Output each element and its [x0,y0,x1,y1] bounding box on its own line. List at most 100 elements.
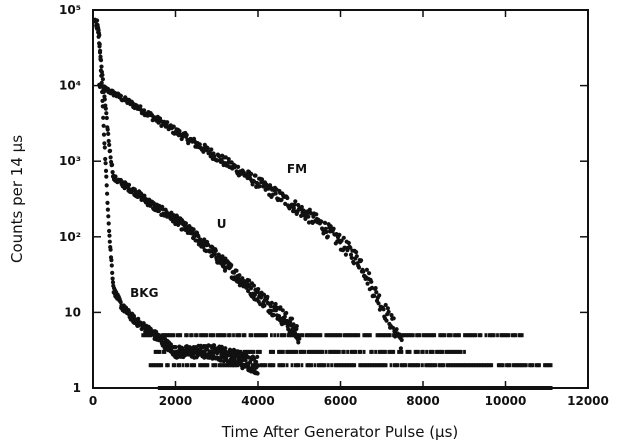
floor-point [247,349,251,354]
floor-point [406,386,410,390]
floor-point [249,349,252,354]
floor-point [475,363,479,368]
floor-point [270,333,273,338]
floor-point [184,349,188,354]
floor-point [404,386,408,390]
floor-point [327,386,331,390]
data-point [201,244,206,250]
floor-point [247,363,251,368]
floor-point [165,363,168,368]
floor-point [455,363,459,368]
floor-point [299,333,303,338]
floor-point [291,349,295,354]
floor-point [297,363,300,368]
floor-point [219,349,223,354]
data-point [348,252,354,257]
floor-point [348,363,352,368]
floor-point [402,363,406,368]
floor-point [446,333,450,338]
floor-point [146,333,150,338]
data-point [273,191,278,196]
series-u [95,18,302,345]
floor-point [482,363,485,368]
data-point [105,127,110,132]
floor-point [423,333,427,338]
floor-point [233,386,237,390]
floor-point [255,333,258,338]
floor-point [507,333,511,338]
floor-point [403,333,407,338]
floor-point [456,333,460,338]
data-point [236,164,241,169]
floor-point [237,333,240,338]
floor-point [436,386,439,390]
floor-point [513,363,517,368]
floor-point [230,386,233,390]
data-point [109,263,114,268]
floor-point [287,349,290,354]
y-tick-label: 1 [73,381,81,395]
floor-point [322,386,326,390]
floor-point [334,333,338,338]
floor-point [408,386,411,390]
data-point [369,279,374,284]
data-point [328,224,333,229]
floor-point [464,333,468,338]
floor-point [473,386,477,390]
floor-point [194,333,197,338]
floor-point [220,333,224,338]
data-point [105,200,110,205]
floor-point [166,363,170,368]
floor-point [479,333,483,338]
floor-point [272,349,275,354]
floor-point [513,386,517,390]
data-point [209,147,214,152]
floor-point [159,386,163,390]
floor-point [314,386,317,390]
data-point [289,316,295,321]
data-point [273,301,278,307]
floor-point [338,363,342,368]
floor-point [339,333,343,338]
data-point [213,248,218,253]
x-tick-label: 8000 [406,394,439,408]
data-point [97,42,102,47]
floor-point [407,363,411,368]
floor-point [258,386,261,390]
floor-point [305,363,309,368]
floor-point [389,363,393,368]
floor-point [392,363,396,368]
floor-point [349,333,352,338]
floor-point [242,349,246,354]
data-point [103,161,108,166]
floor-point [182,386,186,390]
floor-point [176,349,180,354]
floor-point [350,363,353,368]
data-point [383,302,388,308]
floor-point [190,386,194,390]
floor-point [364,333,367,338]
floor-point [185,386,189,390]
data-point [372,293,377,298]
floor-point [193,363,197,368]
floor-point [430,333,433,338]
floor-point [424,386,428,390]
data-point [386,309,391,314]
data-point [97,33,102,38]
floor-point [393,333,397,338]
floor-point [353,386,357,390]
floor-point [418,333,422,338]
floor-point [506,386,510,390]
floor-point [437,386,441,390]
data-point [100,89,105,95]
floor-point [354,349,358,354]
floor-point [204,333,207,338]
floor-point [289,386,293,390]
floor-point [281,386,285,390]
floor-point [163,349,167,354]
floor-point [387,349,391,354]
data-point [268,304,273,309]
floor-point [431,333,435,338]
floor-point [288,333,291,338]
